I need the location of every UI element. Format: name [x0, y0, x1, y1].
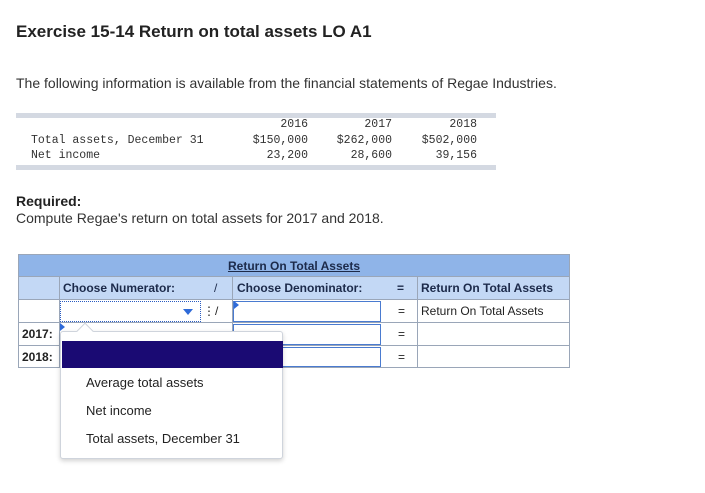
row-label: Total assets, December 31: [31, 133, 204, 147]
result-input-2017[interactable]: [418, 324, 569, 345]
year-2018: 2018: [449, 118, 477, 131]
intro-text: The following information is available f…: [16, 75, 557, 91]
numerator-dropdown-menu[interactable]: Average total assets Net income Total as…: [60, 322, 283, 459]
divider: [19, 345, 569, 346]
value-cell: $502,000: [421, 133, 477, 147]
divide-symbol: /: [214, 281, 218, 295]
equals-symbol: =: [398, 327, 406, 341]
dropdown-option[interactable]: Total assets, December 31: [86, 431, 240, 446]
financial-data-table: 2016 2017 2018 Total assets, December 31…: [16, 113, 496, 170]
value-cell: $262,000: [336, 133, 392, 147]
net-income-row: Net income 23,200 28,600 39,156: [16, 149, 496, 165]
page-title: Exercise 15-14 Return on total assets LO…: [16, 22, 372, 41]
equals-symbol: =: [398, 304, 406, 318]
dotted-separator: ⋮: [203, 304, 216, 318]
value-cell: 23,200: [266, 149, 308, 162]
dropdown-option[interactable]: Average total assets: [86, 375, 204, 390]
numerator-header: Choose Numerator:: [63, 281, 176, 295]
result-header: Return On Total Assets: [421, 281, 554, 295]
year-header-row: 2016 2017 2018: [16, 118, 496, 134]
denominator-select-row0[interactable]: [233, 301, 381, 322]
result-input-2018[interactable]: [418, 347, 569, 367]
chevron-down-icon[interactable]: [183, 309, 193, 315]
dropdown-highlighted-option[interactable]: [62, 341, 283, 368]
equals-symbol: =: [397, 281, 405, 295]
row-label-2018: 2018:: [22, 350, 53, 364]
year-2017: 2017: [364, 118, 392, 131]
answer-table-title: Return On Total Assets: [227, 259, 361, 273]
row-label-2017: 2017:: [22, 327, 53, 341]
answer-table: Return On Total Assets Choose Numerator:…: [18, 254, 570, 368]
corner-marker-icon: [234, 301, 239, 309]
divider: [19, 322, 569, 323]
corner-marker-icon: [60, 323, 65, 331]
year-2016: 2016: [280, 118, 308, 131]
required-heading: Required:: [16, 193, 82, 209]
numerator-select-row0[interactable]: [60, 301, 201, 322]
value-cell: 28,600: [350, 149, 392, 162]
answer-table-header-row: Choose Numerator: / Choose Denominator: …: [19, 277, 569, 300]
total-assets-row: Total assets, December 31 $150,000 $262,…: [16, 134, 496, 150]
divide-symbol: /: [215, 304, 219, 318]
equals-symbol: =: [398, 350, 406, 364]
answer-table-title-row: Return On Total Assets: [19, 255, 569, 277]
denominator-header: Choose Denominator:: [237, 281, 363, 295]
value-cell: 39,156: [435, 149, 477, 162]
row-label: Net income: [31, 149, 101, 162]
dropdown-option[interactable]: Net income: [86, 403, 152, 418]
required-text: Compute Regae's return on total assets f…: [16, 210, 384, 226]
result-label: Return On Total Assets: [421, 304, 544, 318]
value-cell: $150,000: [252, 133, 308, 147]
